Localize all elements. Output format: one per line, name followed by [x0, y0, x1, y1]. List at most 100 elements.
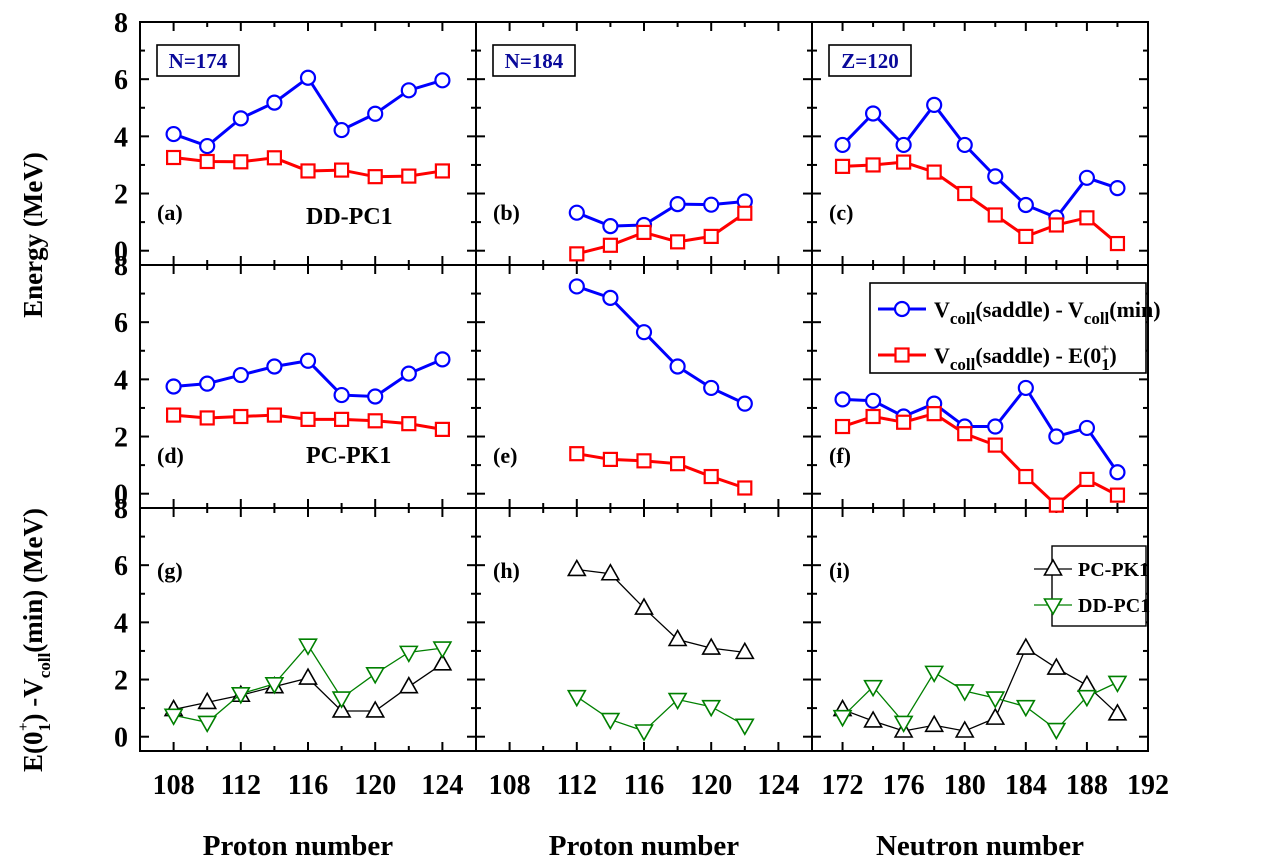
data-point-square	[834, 418, 851, 435]
data-point-triangle-down	[163, 708, 184, 726]
data-point-square	[703, 468, 719, 485]
data-point-square	[434, 163, 450, 179]
data-point-triangle-up	[298, 667, 318, 685]
data-point-square	[266, 407, 282, 423]
x-tick-label: 120	[354, 770, 396, 801]
x-tick-label: 108	[489, 770, 531, 801]
data-point-square	[1109, 235, 1126, 252]
data-point-triangle-down	[197, 715, 218, 734]
data-point-circle	[893, 300, 911, 318]
data-point-circle	[232, 366, 249, 384]
nucleus-box	[828, 44, 912, 77]
data-point-triangle-down	[863, 679, 883, 698]
data-point-triangle-down	[634, 724, 654, 742]
data-point-square	[987, 207, 1003, 223]
data-point-circle	[568, 204, 585, 221]
data-point-circle	[895, 136, 912, 154]
nucleus-box	[156, 44, 240, 77]
panel-label: (c)	[829, 200, 853, 225]
data-point-circle	[199, 137, 216, 155]
x-axis-title: Proton number	[203, 830, 394, 862]
data-point-triangle-down	[298, 638, 318, 656]
data-point-circle	[635, 324, 653, 341]
data-point-triangle-down	[924, 665, 945, 684]
y-tick-label: 8	[114, 494, 128, 525]
data-point-triangle-down	[893, 715, 914, 734]
data-point-triangle-up	[197, 691, 218, 710]
data-point-triangle-down	[230, 687, 251, 705]
data-point-circle	[165, 125, 182, 143]
data-point-triangle-down	[832, 709, 853, 728]
panel-label: (f)	[829, 443, 851, 468]
data-point-circle	[434, 351, 451, 368]
data-point-square	[1048, 217, 1064, 233]
data-point-triangle-down	[566, 689, 587, 708]
data-point-circle	[834, 136, 851, 154]
data-point-triangle-down	[1046, 722, 1067, 741]
y-tick-label: 0	[114, 723, 128, 754]
data-point-square	[334, 411, 350, 427]
data-point-circle	[568, 278, 585, 295]
data-point-square	[602, 451, 619, 467]
data-point-square	[233, 408, 249, 425]
data-point-triangle-down	[331, 691, 352, 709]
data-point-square	[569, 246, 585, 262]
series-line	[841, 102, 1118, 220]
nucleus-label: N=174	[169, 49, 228, 73]
legend-entry-label: PC-PK1	[1078, 559, 1149, 581]
panel-label: (i)	[829, 558, 850, 583]
panel-label: (g)	[157, 558, 183, 583]
data-point-square	[957, 426, 973, 442]
data-point-circle	[333, 121, 350, 139]
data-point-circle	[864, 392, 882, 409]
data-point-triangle-down	[432, 641, 453, 659]
data-point-triangle-down	[398, 645, 419, 663]
series-line	[576, 212, 746, 256]
data-point-square	[1048, 497, 1064, 513]
data-point-triangle-down	[1077, 689, 1097, 708]
data-point-circle	[1048, 428, 1065, 445]
data-point-square	[669, 456, 686, 472]
panel-frame	[475, 507, 813, 752]
data-point-square	[367, 169, 383, 185]
x-axis-title: Neutron number	[876, 830, 1084, 862]
y-axis-title-bottom: E(01+) -Vcoll(min) (MeV)	[16, 508, 54, 772]
data-point-square	[636, 224, 652, 241]
data-point-square	[636, 453, 652, 469]
data-point-triangle-up	[398, 676, 419, 694]
legend-entry-label: DD-PC1	[1078, 595, 1150, 617]
legend-bottom-box	[1051, 545, 1147, 627]
data-point-square	[865, 157, 881, 173]
data-point-square	[669, 234, 686, 250]
data-point-triangle-up	[1107, 703, 1128, 721]
data-point-circle	[1109, 179, 1126, 197]
y-tick-label: 2	[114, 423, 128, 454]
data-point-square	[401, 168, 417, 184]
data-point-triangle-down	[701, 699, 722, 718]
data-point-circle	[299, 69, 317, 86]
panel-label: (e)	[493, 443, 517, 468]
data-point-triangle-up	[1077, 674, 1097, 693]
series-line	[842, 385, 1119, 474]
data-point-triangle-down	[985, 691, 1006, 709]
data-point-square	[894, 347, 910, 363]
data-point-triangle-down	[365, 667, 386, 685]
data-point-circle	[165, 378, 182, 395]
data-point-circle	[400, 365, 417, 382]
y-tick-label: 6	[114, 65, 128, 96]
data-point-circle	[736, 395, 753, 412]
data-point-square	[434, 421, 450, 437]
data-point-circle	[703, 379, 720, 397]
data-marks	[163, 69, 1128, 742]
panel-label: (a)	[157, 200, 183, 225]
y-tick-label: 6	[114, 308, 128, 339]
data-point-triangle-down	[1107, 675, 1128, 694]
data-point-circle	[266, 94, 283, 111]
x-tick-label: 172	[822, 770, 864, 801]
data-point-circle	[1078, 419, 1096, 437]
data-point-square	[926, 406, 942, 422]
x-axis-title: Proton number	[549, 830, 740, 862]
series-line	[842, 671, 1118, 731]
data-point-triangle-up	[1043, 558, 1063, 576]
data-point-triangle-down	[264, 677, 285, 695]
